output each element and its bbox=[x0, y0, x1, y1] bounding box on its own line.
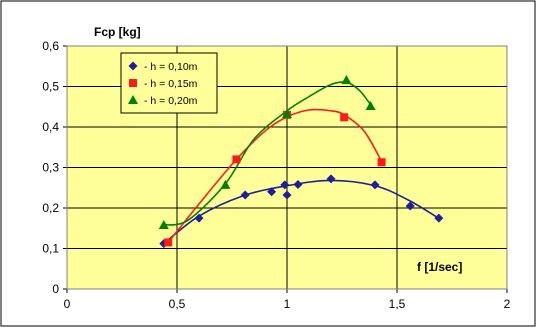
y-tick-label: 0,4 bbox=[42, 120, 59, 134]
legend-marker-2 bbox=[129, 79, 137, 87]
data-point-series-2 bbox=[232, 155, 241, 164]
legend-label-3: - h = 0,20m bbox=[144, 95, 198, 107]
data-point-series-1 bbox=[434, 213, 444, 223]
x-tick-label: 1 bbox=[284, 297, 291, 311]
data-point-series-2 bbox=[377, 158, 386, 167]
data-point-series-1 bbox=[194, 213, 204, 223]
x-tick-label: 2 bbox=[504, 297, 511, 311]
x-axis-title: f [1/sec] bbox=[417, 260, 462, 274]
data-point-series-3 bbox=[365, 100, 376, 110]
data-point-series-1 bbox=[240, 190, 250, 200]
data-point-series-1 bbox=[280, 180, 290, 190]
data-point-series-1 bbox=[267, 187, 277, 197]
data-point-series-1 bbox=[370, 180, 380, 190]
y-axis-title: Fcp [kg] bbox=[94, 25, 141, 39]
data-point-series-3 bbox=[282, 109, 292, 119]
x-tick-label: 1,5 bbox=[389, 297, 406, 311]
legend-label-2: - h = 0,15m bbox=[144, 78, 198, 90]
data-point-series-1 bbox=[326, 174, 336, 184]
data-point-series-3 bbox=[220, 179, 231, 189]
x-tick-label: 0 bbox=[64, 297, 71, 311]
y-tick-label: 0,1 bbox=[42, 242, 59, 256]
trend-line-2 bbox=[167, 108, 383, 243]
plot-frame bbox=[66, 45, 508, 290]
trend-line-1 bbox=[163, 179, 438, 245]
y-tick-label: 0,6 bbox=[42, 39, 59, 53]
y-tick-label: 0,2 bbox=[42, 201, 59, 215]
data-point-series-3 bbox=[158, 220, 169, 230]
tick-labels: 0 0,1 0,2 0,3 0,4 0,5 0,6 0 0,5 1 1,5 2 bbox=[42, 39, 510, 311]
x-tick-label: 0,5 bbox=[169, 297, 186, 311]
y-tick-label: 0,3 bbox=[42, 161, 59, 175]
data-point-series-2 bbox=[164, 238, 173, 247]
trend-lines bbox=[163, 81, 438, 245]
y-tick-label: 0,5 bbox=[42, 80, 59, 94]
legend: - h = 0,10m - h = 0,15m - h = 0,20m bbox=[120, 52, 218, 114]
legend-label-1: - h = 0,10m bbox=[144, 61, 198, 73]
data-point-series-1 bbox=[282, 190, 292, 200]
data-point-series-2 bbox=[340, 113, 349, 122]
data-point-series-1 bbox=[405, 201, 415, 211]
data-points bbox=[158, 75, 444, 249]
legend-marker-1 bbox=[128, 61, 138, 71]
trend-line-3 bbox=[163, 81, 372, 226]
data-point-series-3 bbox=[341, 75, 352, 85]
data-point-series-1 bbox=[293, 180, 303, 190]
legend-marker-3 bbox=[128, 95, 138, 104]
y-tick-label: 0 bbox=[52, 282, 59, 296]
